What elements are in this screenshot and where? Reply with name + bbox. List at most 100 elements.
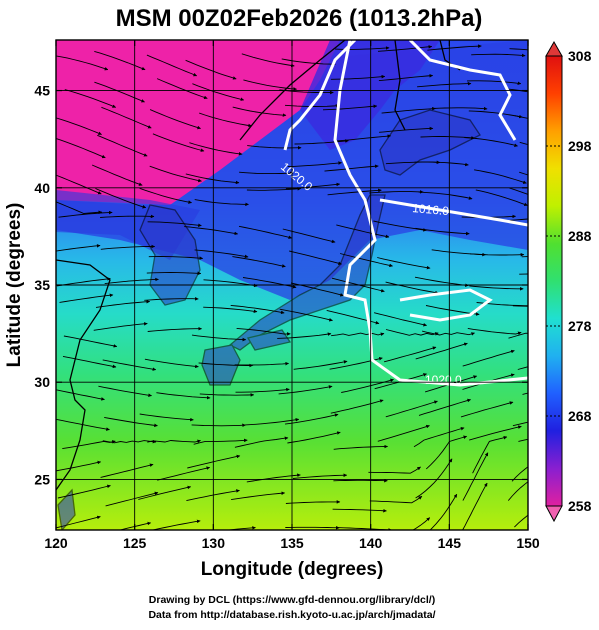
- streamline: [56, 201, 103, 215]
- y-axis: 25 30 35 40 45: [34, 83, 528, 487]
- y-tick-label: 25: [34, 471, 50, 487]
- streamline: [369, 190, 424, 194]
- streamline: [157, 466, 211, 481]
- streamline: [512, 305, 528, 307]
- colorbar-tick-label: 278: [568, 318, 592, 334]
- streamline: [189, 142, 243, 156]
- streamline: [284, 413, 339, 425]
- streamline: [192, 83, 245, 101]
- streamline: [518, 438, 528, 442]
- streamline: [184, 226, 239, 236]
- streamline: [246, 473, 301, 483]
- streamline: [324, 164, 379, 172]
- streamline: [332, 508, 387, 513]
- streamline: [101, 106, 152, 129]
- streamline: [330, 74, 386, 80]
- streamline: [333, 444, 388, 450]
- isobar-1020-ne: [408, 40, 517, 141]
- streamline: [198, 362, 253, 368]
- streamline: [507, 88, 528, 93]
- streamline: [379, 126, 434, 133]
- streamline: [462, 349, 515, 367]
- streamline: [232, 256, 286, 268]
- streamline: [57, 484, 111, 499]
- streamline: [232, 106, 287, 117]
- streamline: [147, 221, 202, 228]
- streamline: [429, 493, 458, 530]
- streamline: [56, 138, 106, 159]
- streamline: [98, 385, 152, 397]
- streamline: [381, 106, 436, 114]
- streamline: [234, 436, 289, 448]
- x-axis-label: Longitude (degrees): [201, 559, 384, 580]
- streamline: [62, 440, 116, 450]
- streamline: [102, 439, 157, 444]
- streamline: [93, 322, 148, 331]
- streamline: [418, 191, 473, 200]
- streamline: [380, 517, 431, 530]
- streamline: [285, 500, 341, 504]
- streamline: [509, 187, 528, 195]
- streamline: [191, 334, 247, 342]
- streamline: [147, 439, 201, 444]
- streamline: [100, 214, 155, 219]
- streamline: [199, 393, 255, 397]
- streamline: [415, 342, 468, 360]
- streamline: [373, 312, 427, 327]
- map-plot-area: 1020.0 1016.0 1020.0: [56, 40, 528, 530]
- streamline: [95, 299, 151, 308]
- streamline: [339, 253, 393, 268]
- streamline: [427, 44, 482, 51]
- streamline: [236, 327, 291, 336]
- x-axis: 120 125 130 135 140 145 150: [44, 40, 540, 551]
- streamline: [512, 421, 528, 427]
- chart-title: MSM 00Z02Feb2026 (1013.2hPa): [116, 5, 483, 32]
- streamline: [156, 392, 211, 400]
- streamline: [517, 366, 528, 370]
- streamline: [385, 281, 439, 295]
- streamline: [277, 332, 332, 339]
- streamline: [56, 389, 105, 401]
- streamline: [95, 188, 147, 209]
- streamline: [472, 435, 508, 474]
- y-tick-label: 40: [34, 180, 50, 196]
- streamline: [279, 308, 333, 322]
- streamline: [148, 256, 204, 260]
- isobar-contours: [283, 40, 528, 387]
- streamline: [383, 346, 437, 363]
- streamline: [243, 79, 297, 91]
- x-tick-label: 130: [202, 535, 226, 551]
- x-tick-label: 120: [44, 535, 68, 551]
- streamline: [292, 473, 348, 479]
- streamline: [152, 133, 205, 152]
- streamline: [327, 188, 382, 196]
- streamline: [377, 257, 431, 270]
- streamline: [245, 418, 300, 426]
- streamline: [282, 228, 336, 244]
- streamline: [238, 225, 293, 239]
- colorbar-tick-label: 308: [568, 48, 592, 64]
- isobar-label: 1020.0: [425, 373, 462, 387]
- y-tick-label: 45: [34, 83, 50, 99]
- streamline: [514, 514, 528, 528]
- streamline: [385, 329, 439, 336]
- streamline: [242, 277, 297, 289]
- streamline: [58, 210, 113, 218]
- streamline: [239, 171, 294, 176]
- credit-drawing: Drawing by DCL (https://www.gfd-dennou.o…: [149, 594, 435, 606]
- streamline: [417, 81, 472, 88]
- y-tick-label: 35: [34, 277, 50, 293]
- x-tick-label: 125: [123, 535, 147, 551]
- sea-of-japan-cold-region: [300, 40, 440, 150]
- streamline: [139, 187, 192, 204]
- streamline: [293, 360, 348, 370]
- streamline: [149, 165, 202, 183]
- streamline: [511, 466, 528, 482]
- streamline: [91, 164, 143, 186]
- streamline: [467, 327, 522, 336]
- streamline: [62, 355, 117, 369]
- streamline: [285, 525, 340, 530]
- streamline: [294, 139, 349, 145]
- cold-continent-region: [56, 40, 340, 205]
